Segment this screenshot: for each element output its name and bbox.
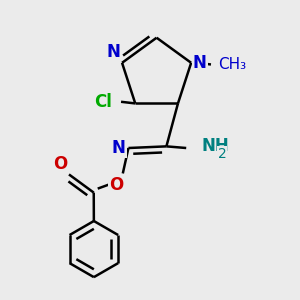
Text: O: O	[109, 176, 124, 194]
Text: 2: 2	[218, 147, 226, 161]
Text: Cl: Cl	[94, 93, 112, 111]
Text: NH: NH	[201, 137, 229, 155]
Text: N: N	[112, 139, 126, 157]
Text: N: N	[193, 54, 207, 72]
Text: N: N	[106, 43, 120, 61]
Text: O: O	[53, 155, 67, 173]
Text: CH₃: CH₃	[219, 57, 247, 72]
